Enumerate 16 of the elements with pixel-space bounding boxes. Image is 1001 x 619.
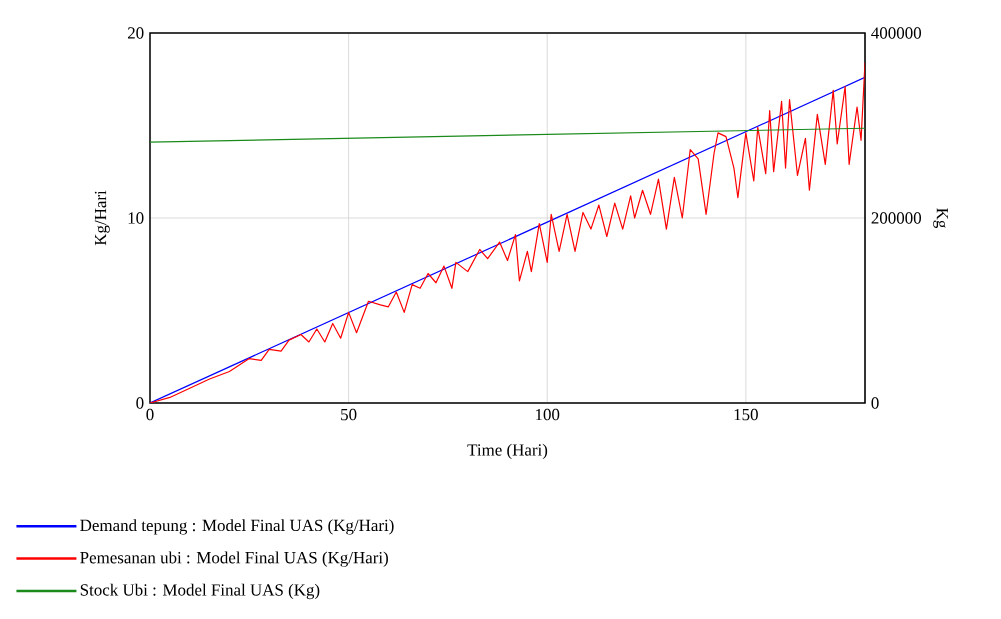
x-tick-label: 100	[536, 408, 560, 421]
y-tick-label: 0	[136, 397, 144, 409]
y2-tick-label: 400000	[871, 27, 922, 39]
legend-label: Demand tepung : Model Final UAS (Kg/Hari)	[80, 519, 394, 535]
y2-axis-title: Kg	[933, 208, 948, 229]
x-axis-title: Time (Hari)	[467, 443, 548, 460]
x-tick-label: 50	[341, 408, 357, 421]
y-tick-label: 10	[128, 212, 144, 224]
y-tick-label: 20	[127, 27, 144, 39]
x-tick-label: 0	[146, 408, 154, 421]
y-axis-title: Kg/Hari	[94, 190, 110, 246]
y2-tick-label: 200000	[871, 212, 922, 224]
y2-tick-label: 0	[871, 397, 879, 409]
legend-label: Stock Ubi : Model Final UAS (Kg)	[80, 583, 320, 600]
legend-label: Pemesanan ubi : Model Final UAS (Kg/Hari)	[80, 551, 388, 567]
x-tick-label: 150	[734, 408, 758, 421]
